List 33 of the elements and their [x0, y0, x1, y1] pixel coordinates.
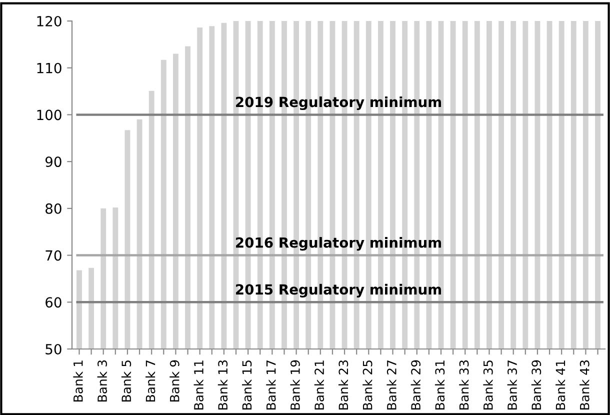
x-tick-label: Bank 7: [146, 360, 156, 402]
x-tick-label: Bank 23: [338, 360, 348, 410]
x-tick-label: Bank 3: [97, 360, 107, 402]
y-tick-label: 100: [37, 110, 62, 120]
x-tick-label: Bank 15: [242, 360, 252, 410]
y-tick-label: 60: [46, 297, 62, 308]
ref-line-label: 2015 Regulatory minimum: [236, 284, 442, 298]
x-tick-label: Bank 43: [580, 360, 590, 410]
x-tick-label: Bank 5: [121, 360, 132, 402]
x-tick-label: Bank 19: [290, 360, 300, 410]
y-tick-label: 80: [46, 203, 62, 214]
x-tick-label: Bank 21: [314, 360, 324, 410]
x-tick-label: Bank 13: [218, 360, 228, 410]
x-tick-label: Bank 35: [483, 360, 493, 410]
x-tick-label: Bank 11: [194, 360, 204, 410]
y-tick-label: 110: [37, 62, 62, 74]
ref-line-label: 2019 Regulatory minimum: [236, 96, 442, 110]
y-tick-label: 50: [46, 344, 62, 354]
x-tick-label: Bank 39: [531, 360, 542, 410]
x-tick-label: Bank 27: [386, 360, 396, 410]
x-tick-label: Bank 33: [459, 360, 469, 410]
x-tick-label: Bank 17: [266, 360, 276, 410]
x-tick-label: Bank 1: [73, 360, 83, 402]
x-tick-label: Bank 25: [362, 360, 372, 410]
x-tick-label: Bank 41: [556, 360, 566, 410]
y-tick-label: 90: [45, 156, 62, 168]
x-tick-label: Bank 37: [507, 360, 517, 410]
y-tick-label: 120: [37, 16, 62, 26]
x-tick-label: Bank 9: [170, 360, 180, 402]
y-tick-label: 70: [46, 250, 62, 261]
x-tick-label: Bank 29: [410, 360, 421, 410]
x-tick-label: Bank 31: [434, 360, 445, 410]
ref-line-label: 2016 Regulatory minimum: [236, 237, 442, 251]
